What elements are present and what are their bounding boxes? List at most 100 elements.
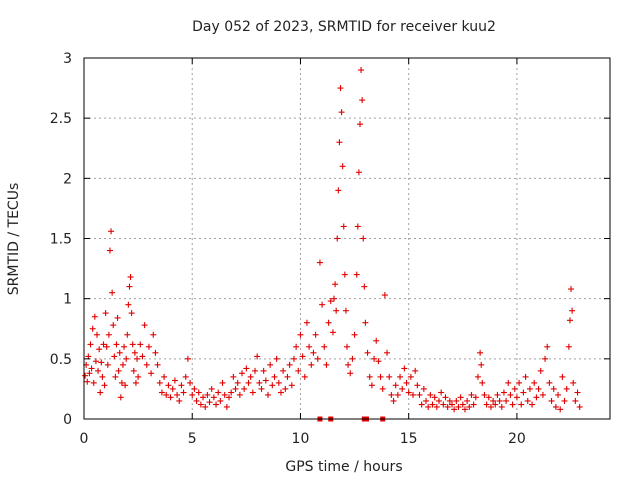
data-point — [314, 355, 321, 362]
data-point — [442, 394, 449, 401]
data-point — [288, 382, 295, 389]
data-point — [511, 385, 518, 392]
data-point — [301, 373, 308, 380]
data-point — [89, 325, 96, 332]
data-point — [241, 385, 248, 392]
data-point — [340, 223, 347, 230]
data-point — [448, 401, 455, 408]
data-point — [509, 401, 516, 408]
data-point — [101, 382, 108, 389]
data-point — [230, 373, 237, 380]
data-point — [134, 355, 141, 362]
data-point — [96, 346, 103, 353]
data-point — [171, 377, 178, 384]
data-point — [431, 394, 438, 401]
data-point — [401, 365, 408, 372]
data-point — [490, 397, 497, 404]
data-point — [148, 370, 155, 377]
data-point — [559, 373, 566, 380]
data-point — [297, 331, 304, 338]
data-point — [546, 379, 553, 386]
data-point — [433, 403, 440, 410]
data-point — [180, 389, 187, 396]
data-point — [105, 331, 112, 338]
data-point — [90, 379, 97, 386]
data-point — [576, 403, 583, 410]
data-point — [535, 385, 542, 392]
data-point — [453, 397, 460, 404]
data-point — [128, 310, 135, 317]
data-point — [150, 331, 157, 338]
data-point — [568, 286, 575, 293]
data-point — [364, 349, 371, 356]
data-point — [323, 361, 330, 368]
data-point — [339, 163, 346, 170]
y-tick-label: 0 — [63, 412, 72, 428]
x-tick-label: 20 — [508, 431, 526, 447]
data-point — [526, 385, 533, 392]
data-point — [557, 406, 564, 413]
data-point — [524, 397, 531, 404]
data-point — [262, 377, 269, 384]
data-point — [500, 389, 507, 396]
data-point — [161, 373, 168, 380]
data-point — [403, 379, 410, 386]
data-point — [550, 385, 557, 392]
data-point — [191, 385, 198, 392]
data-point — [131, 349, 138, 356]
data-point — [555, 391, 562, 398]
data-point — [338, 109, 345, 116]
data-point — [99, 373, 106, 380]
x-tick-label: 0 — [80, 431, 89, 447]
data-point — [275, 379, 282, 386]
data-point — [310, 349, 317, 356]
data-point — [106, 247, 113, 254]
data-point — [520, 389, 527, 396]
y-tick-label: 2.5 — [50, 111, 72, 127]
data-point — [574, 389, 581, 396]
data-point — [429, 401, 436, 408]
data-point — [293, 343, 300, 350]
data-point — [572, 397, 579, 404]
data-point — [533, 394, 540, 401]
data-point — [98, 359, 105, 366]
data-point — [210, 394, 217, 401]
data-point — [356, 121, 363, 128]
data-point — [478, 361, 485, 368]
data-point — [277, 389, 284, 396]
data-point — [243, 365, 250, 372]
data-point — [204, 391, 211, 398]
data-point — [331, 295, 338, 302]
data-point — [381, 292, 388, 299]
data-point — [537, 367, 544, 374]
data-point — [195, 389, 202, 396]
data-point — [178, 382, 185, 389]
data-point — [360, 235, 367, 242]
data-point — [271, 373, 278, 380]
data-point — [561, 397, 568, 404]
data-point — [481, 391, 488, 398]
data-point — [197, 401, 204, 408]
data-point — [152, 349, 159, 356]
x-tick-label: 10 — [292, 431, 310, 447]
x-tick-label: 15 — [400, 431, 418, 447]
data-point — [284, 373, 291, 380]
data-point — [124, 331, 131, 338]
data-point — [141, 322, 148, 329]
data-point — [132, 379, 139, 386]
data-point — [435, 397, 442, 404]
y-tick-label: 3 — [63, 51, 72, 67]
data-point — [193, 397, 200, 404]
data-point — [342, 307, 349, 314]
y-axis: 0 0.5 1 1.5 2 2.5 3 — [50, 51, 610, 428]
data-point — [353, 271, 360, 278]
data-point — [492, 401, 499, 408]
data-point — [407, 373, 414, 380]
data-point — [93, 331, 100, 338]
data-point — [335, 187, 342, 194]
data-point — [444, 403, 451, 410]
data-point — [394, 391, 401, 398]
data-point — [414, 382, 421, 389]
data-point — [247, 373, 254, 380]
data-point — [397, 373, 404, 380]
